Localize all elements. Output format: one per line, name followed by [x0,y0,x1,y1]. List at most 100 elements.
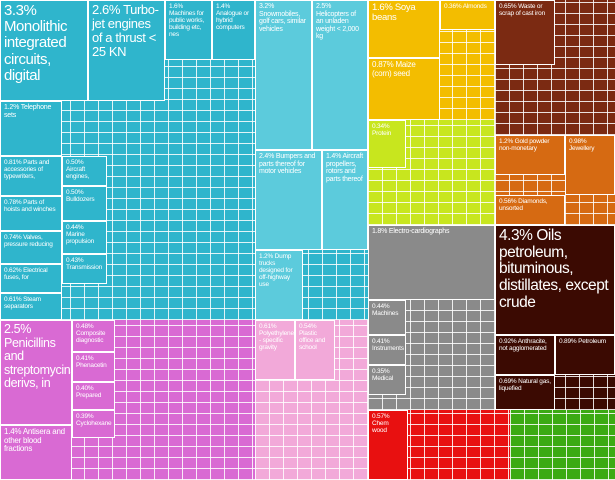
tile-label: Snowmobiles, golf cars, similar vehicles [259,10,306,33]
tile: 1.6% Soya beans [368,0,440,58]
value-label: 0.62% [4,267,22,274]
value-label: 1.2% [499,138,514,145]
tile-label: Machines for public works, building etc,… [169,10,205,39]
value-label: 0.39% [76,413,94,420]
tile-label: Electrical fuses, for [4,267,48,282]
tile-label: Machines [372,310,399,318]
value-label: 0.50% [66,189,84,196]
tile: 0.41% Phenacetin [72,352,115,382]
tile: 3.2% Snowmobiles, golf cars, similar veh… [255,0,312,150]
tile: 2.4% Bumpers and parts thereof for motor… [255,150,322,250]
value-label: 0.56% [499,198,517,205]
tile-label: Monolithic integrated circuits, digital [4,18,68,84]
tile: 0.34% Protein [368,120,406,168]
tile-label: Valves, pressure reducing [4,234,53,249]
tile-label: Penicillins and streptomycins, derivs, i… [4,335,72,390]
value-label: 1.2% [4,104,20,111]
value-label: 0.69% [499,378,517,385]
tile: 0.50% Aircraft engines, [62,156,107,186]
value-label: 4.3% [499,227,533,244]
value-label: 0.50% [66,159,84,166]
tile-label: Composite diagnostic [76,330,106,345]
tile: 2.6% Turbo-jet engines of a thrust < 25 … [88,0,165,101]
tile-label: Electro-cardiographs [388,228,450,235]
tile: 0.78% Parts of hoists and winches [0,196,62,231]
value-label: 0.34% [372,123,390,130]
value-label: 0.48% [76,323,94,330]
tile: 1.4% Antisera and other blood fractions [0,425,72,480]
tile: 3.3% Monolithic integrated circuits, dig… [0,0,88,101]
tile-label: Bumpers and parts thereof for motor vehi… [259,153,316,176]
tile-label: Gold powder non-monetary [499,138,550,153]
tile: 0.81% Parts and accessories of typewrite… [0,156,62,196]
value-label: 0.36% [444,3,462,10]
tile: 0.36% Almonds [440,0,495,30]
value-label: 0.92% [499,338,517,345]
tile-label: Transmission [66,264,103,272]
value-label: 0.44% [66,224,84,231]
tile-label: Turbo-jet engines of a thrust < 25 KN [92,2,159,60]
tile-label: Aircraft engines, [66,166,90,181]
tile: 1.4% Analogue or hybrid computers [212,0,255,60]
tile-label: Telephone sets [4,104,52,119]
tile-label: Helicopters of an unladen weight < 2,000… [316,10,359,41]
tile: 0.43% Transmission [62,254,107,284]
tile: 0.92% Anthracite, not agglomerated [495,335,555,375]
tile: 4.3% Oils petroleum, bituminous, distill… [495,225,615,335]
tile: 0.61% Steam separators [0,293,62,320]
tile: 1.2% Gold powder non-monetary [495,135,565,175]
value-label: 0.89% [559,338,577,345]
tile-label: Petroleum [578,338,606,345]
tile: 1.2% Telephone sets [0,101,62,156]
region [510,410,615,480]
tile-label: Chem wood [372,420,389,435]
tile-label: Antisera and other blood fractions [4,427,65,454]
value-label: 1.4% [216,3,231,10]
tile: 0.39% Cyclohexane [72,410,115,438]
tile-label: Cyclohexane [76,420,112,428]
tile: 0.44% Marine propulsion [62,221,107,254]
value-label: 0.81% [4,159,22,166]
tile: 0.69% Natural gas, liquefied [495,375,555,410]
value-label: 0.54% [299,323,317,330]
tile: 0.41% Instruments [368,335,406,365]
value-label: 0.61% [259,323,277,330]
tile: 0.89% Petroleum [555,335,615,375]
tile: 0.50% Bulldozers [62,186,107,221]
value-label: 0.35% [372,368,390,375]
tile: 0.48% Composite diagnostic [72,320,115,352]
tile: 2.5% Helicopters of an unladen weight < … [312,0,368,150]
value-label: 0.43% [66,257,84,264]
tile: 1.2% Dump trucks designed for off-highwa… [255,250,303,320]
tile-label: Jewellery [569,145,595,153]
tile-label: Dump trucks designed for off-highway use [259,253,293,289]
tile: 0.56% Diamonds, unsorted [495,195,565,225]
value-label: 1.8% [372,228,388,235]
tile-label: Polyethylene - specific gravity [259,330,294,352]
value-label: 3.2% [259,3,275,10]
tile-label: Diamonds, unsorted [499,198,548,213]
tile-label: Analogue or hybrid computers [216,10,249,32]
tile-label: Parts and accessories of typewriters, [4,159,50,181]
value-label: 1.6% [372,2,393,13]
value-label: 1.4% [326,153,342,160]
value-label: 3.3% [4,2,37,19]
tile: 0.62% Electrical fuses, for [0,264,62,293]
value-label: 0.87% [372,60,394,69]
value-label: 2.4% [259,153,275,160]
value-label: 1.2% [259,253,274,260]
tile-label: Aircraft propellers, rotors and parts th… [326,153,363,183]
value-label: 0.78% [4,199,22,206]
tile: 0.65% Waste or scrap of cast iron [495,0,555,65]
tile-label: Prepared [76,392,102,400]
tile: 2.5% Penicillins and streptomycins, deri… [0,320,72,425]
value-label: 2.6% [92,2,121,17]
tile: 1.6% Machines for public works, building… [165,0,212,60]
tile: 1.4% Aircraft propellers, rotors and par… [322,150,368,250]
value-label: 0.40% [76,385,94,392]
tile-label: Medical [372,375,394,383]
tile-label: Protein [372,130,392,138]
value-label: 0.44% [372,303,390,310]
value-label: 0.41% [76,355,94,362]
